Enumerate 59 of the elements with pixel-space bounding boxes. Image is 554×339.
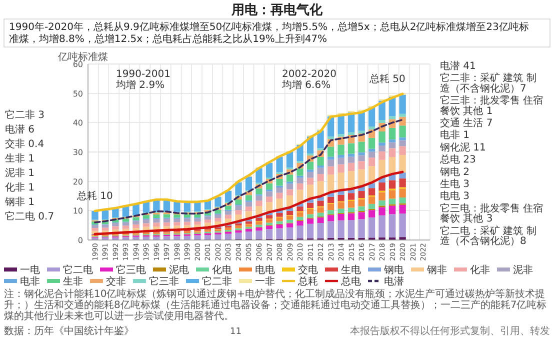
- legend-label: 钢非: [426, 264, 447, 276]
- annotation: 2002-2020 均增 6.6%: [281, 69, 337, 91]
- y-tick-label: 0: [78, 236, 83, 245]
- text: 11: [230, 327, 242, 337]
- text: 它三非：批发零售 住宿餐饮 其他 1: [440, 94, 544, 117]
- text: 它二电：采矿 建筑 制造（不含钢化泥）8: [440, 224, 536, 247]
- legend-label: 电潜: [384, 276, 404, 288]
- text: 交通 生活 7: [440, 117, 493, 129]
- legend-label: 化非: [470, 264, 490, 276]
- text: 钢化泥 11: [439, 141, 486, 154]
- text: 它三电：批发零售 住宿餐饮 其他 3: [440, 202, 544, 225]
- y-tick-label: 20: [72, 177, 83, 186]
- chart-title: 用电：再电气化: [230, 3, 324, 18]
- y-axis-title: 亿吨标准煤: [57, 51, 108, 63]
- y-tick-label: 40: [72, 118, 83, 128]
- legend-label: 它三电: [116, 264, 146, 276]
- legend-label: 生电: [341, 264, 361, 276]
- legend-label: 它二电: [63, 264, 93, 276]
- legend-label: 交电: [298, 264, 318, 276]
- y-tick-label: 30: [72, 148, 83, 157]
- annotation: 总耗 10: [76, 190, 113, 202]
- text: 电潜 41: [440, 60, 476, 72]
- legend-label: 泥电: [169, 264, 189, 276]
- text: 电电 3: [440, 190, 470, 202]
- text: 总电 23: [439, 154, 476, 166]
- legend-label: 它二非: [202, 276, 232, 288]
- legend-label: 电电: [255, 264, 275, 276]
- text: 交非 0.4: [5, 138, 44, 150]
- text: 它二非 3: [5, 109, 45, 121]
- text: 生非 1: [5, 152, 35, 164]
- text: 它二电 0.7: [5, 210, 54, 222]
- legend-label: 一电: [20, 264, 40, 276]
- text: 钢电 2: [439, 166, 470, 178]
- text: 钢非 1: [4, 196, 35, 208]
- legend-label: 泥非: [513, 264, 533, 276]
- text: 本报告版权不得以任何形式复制、引用、转发: [350, 325, 550, 337]
- text: 生电 3: [440, 178, 470, 190]
- text: 电非 1: [440, 129, 470, 142]
- text: 注：钢化泥合计能耗10亿吨标煤（炼钢可以通过废钢+电炉替代；化工制成品没有瓶颈；水泥生产可通过碳热炉等新技术提升；）生活和交通的能耗8亿吨标煤（生活能耗通过电器设备；交通能耗通过电动交通工具替换）；一二三产的能耗7亿吨标煤的其他行业未来也可以进一步尝试使用电器替代。: [4, 288, 547, 322]
- y-tick-label: 60: [72, 60, 83, 69]
- y-tick-label: 10: [72, 206, 83, 216]
- legend-label: 总电: [340, 276, 361, 288]
- text: 泥非 1: [5, 167, 35, 179]
- legend-label: 它三非: [149, 276, 179, 288]
- annotation: 总耗 50: [368, 72, 406, 85]
- legend-label: 一非: [255, 276, 275, 288]
- legend-label: 生非: [63, 276, 83, 288]
- text: 数据：历年《中国统计年鉴》: [4, 325, 134, 337]
- legend-label: 电非: [20, 276, 40, 288]
- y-tick-label: 50: [72, 89, 83, 98]
- chart-subtitle: 1990年-2020年，总耗从9.9亿吨标准煤增至50亿吨标准煤，均增5.5%，总增5x；总电从2亿吨标准煤增至23亿吨标准煤，均增8.8%，总增12.5x；总电耗占总能耗之比从19%上升到47%: [9, 21, 529, 45]
- text: 它二非：采矿 建筑 制造（不含钢化泥）7: [440, 72, 536, 94]
- legend-label: 化电: [212, 264, 232, 276]
- legend-label: 钢电: [383, 264, 404, 276]
- legend-label: 总耗: [297, 276, 318, 288]
- legend-label: 交非: [106, 276, 126, 288]
- text: 电潜 6: [5, 124, 35, 136]
- annotation: 1990-2001 均增 2.9%: [115, 69, 171, 91]
- text: 化非 1: [5, 182, 35, 194]
